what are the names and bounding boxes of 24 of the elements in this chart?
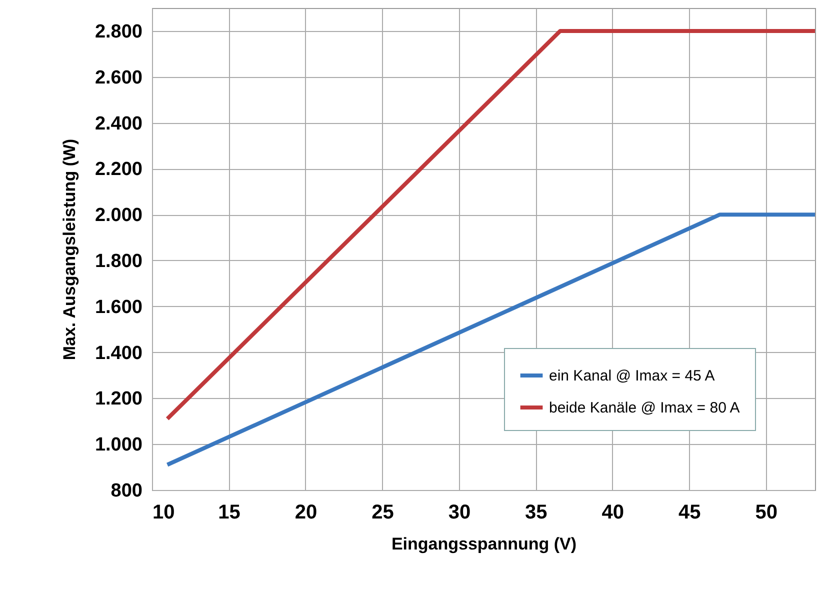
legend-label: beide Kanäle @ Imax = 80 A	[549, 400, 740, 416]
y-tick-label: 800	[110, 480, 142, 502]
y-tick-label: 1.600	[94, 296, 142, 318]
x-axis-title: Eingangsspannung (V)	[391, 534, 577, 554]
y-tick-label: 1.800	[94, 250, 142, 272]
x-tick-label: 40	[602, 502, 624, 524]
x-tick-label: 30	[448, 502, 471, 524]
x-tick-label: 25	[372, 502, 394, 524]
x-tick-label: 45	[678, 502, 701, 524]
y-tick-label: 1.000	[94, 434, 142, 456]
x-tick-label: 15	[218, 502, 240, 524]
x-tick-label: 50	[755, 502, 778, 524]
y-tick-label: 1.400	[94, 342, 142, 364]
y-tick-label: 2.200	[94, 159, 142, 180]
y-tick-label: 2.800	[94, 21, 142, 42]
x-tick-label: 10	[152, 502, 175, 524]
y-tick-label: 1.200	[94, 388, 142, 410]
y-tick-label: 2.000	[94, 205, 142, 226]
y-tick-label: 2.600	[94, 67, 142, 88]
legend-label: ein Kanal @ Imax = 45 A	[549, 368, 715, 384]
x-tick-label: 35	[525, 502, 548, 524]
x-tick-label: 20	[294, 502, 318, 524]
y-tick-label: 2.400	[94, 113, 142, 134]
y-axis-title: Max. Ausgangsleistung (W)	[60, 138, 79, 360]
